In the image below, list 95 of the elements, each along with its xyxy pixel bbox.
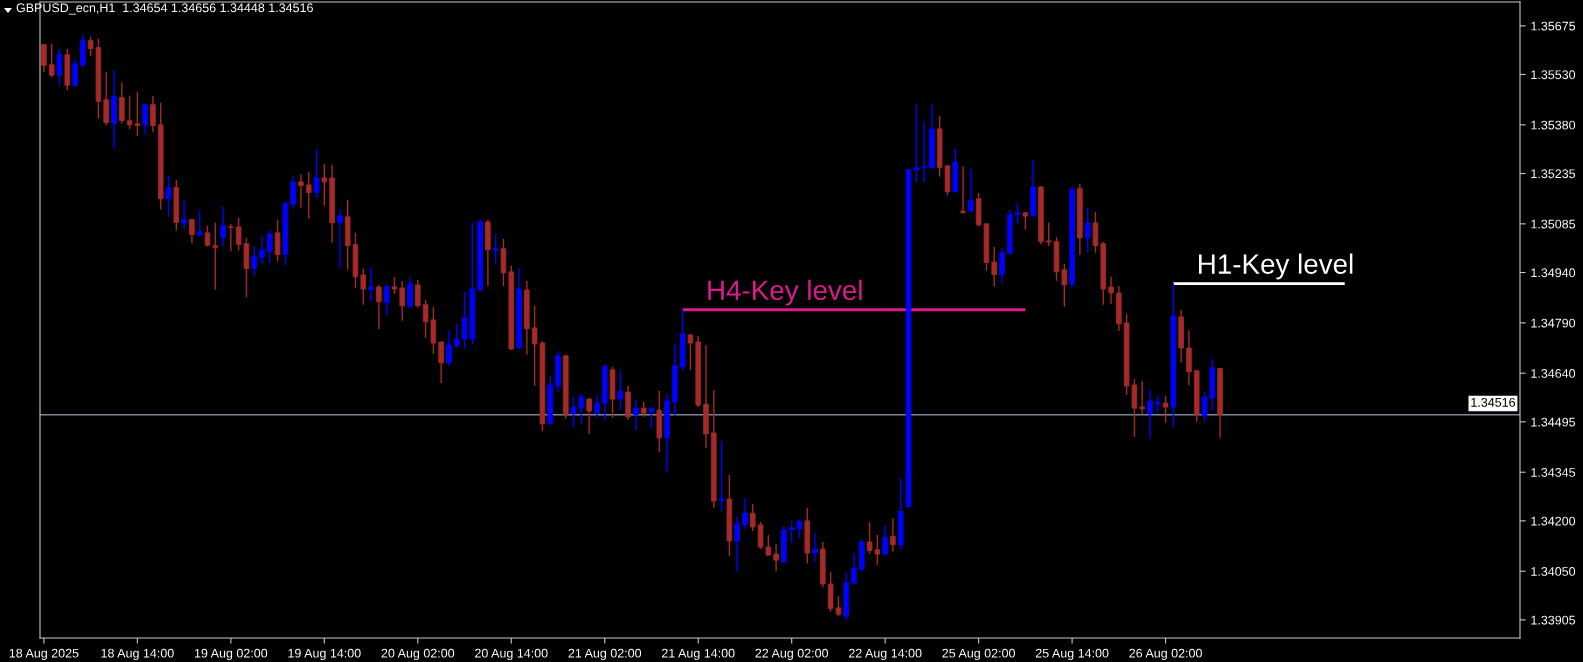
candlestick [594,393,600,419]
candlestick [687,333,694,371]
candlestick [1108,276,1114,305]
candlestick [181,198,187,231]
candlestick [446,329,452,367]
candlestick [274,219,281,263]
y-tick-label: 1.35380 [1531,120,1576,130]
candlestick [991,246,997,288]
candlestick [438,340,444,384]
x-tick-label: 25 Aug 14:00 [1035,648,1109,661]
candlestick [734,515,740,572]
candlestick [56,47,63,86]
y-tick-label: 1.35530 [1531,70,1576,80]
y-tick-label: 1.34345 [1531,468,1576,477]
y-tick-label: 1.34200 [1531,516,1576,526]
candlestick [103,70,109,127]
candlestick [383,283,390,316]
candlestick [633,398,639,431]
candlestick [376,284,382,330]
candlestick [1147,388,1153,440]
candlestick [298,174,304,209]
annotation: H1-Key level [1199,253,1353,280]
candlestick [48,42,55,78]
candlestick [189,218,195,245]
x-tick-label: 21 Aug 02:00 [568,648,642,661]
candlestick [812,532,818,563]
candlestick [882,524,888,557]
annotation: H4-Key level [708,279,862,306]
x-tick-label: 18 Aug 14:00 [101,648,174,661]
candlestick [290,175,296,210]
candlestick [1092,211,1099,254]
candlestick [492,233,499,266]
candlestick [165,174,172,218]
y-tick-label: 1.35085 [1531,219,1576,229]
candlestick [1014,202,1021,225]
candlestick [1045,222,1052,248]
x-tick-label: 26 Aug 02:00 [1129,648,1202,661]
candlestick [368,266,374,302]
y-tick-label: 1.35235 [1531,169,1576,179]
candlestick [453,323,460,349]
candlestick [742,497,748,530]
x-tick-label: 25 Aug 02:00 [942,648,1015,661]
candlestick [196,210,203,238]
candlestick [337,209,343,269]
candlestick [119,81,125,125]
x-tick-label: 22 Aug 14:00 [848,648,922,661]
x-tick-label: 22 Aug 02:00 [755,648,829,661]
candlestick [415,279,421,309]
candlestick [259,234,265,266]
candlestick [890,517,896,553]
candlestick [1162,395,1169,424]
candlestick [72,59,78,87]
candlestick [41,43,47,73]
x-tick-label: 21 Aug 14:00 [662,648,735,661]
candlestick [648,406,655,429]
candlestick [399,280,405,322]
x-tick-label: 20 Aug 14:00 [475,648,548,661]
candlestick [718,440,725,512]
candlestick [773,543,779,572]
x-tick-label: 19 Aug 02:00 [194,648,268,661]
y-tick-label: 1.34940 [1531,268,1576,278]
y-tick-label: 1.34790 [1531,318,1576,328]
candlestick [313,147,320,199]
x-tick-label: 19 Aug 14:00 [288,648,361,661]
candlestick [220,206,226,248]
candlestick [851,552,857,585]
candlestick [142,103,148,135]
candlestick [1084,207,1091,254]
candlestick [212,222,219,291]
y-tick-label: 1.34050 [1531,567,1576,576]
candlestick [1139,380,1145,416]
candlestick [968,168,974,213]
candlestick [921,120,927,183]
candlestick [617,370,624,411]
candlestick [999,247,1005,285]
candlestick [407,276,413,309]
candlestick [960,166,966,215]
candlestick [267,229,273,265]
x-tick-label: 20 Aug 02:00 [381,648,455,661]
candlestick [1186,329,1192,386]
candlestick [150,94,156,133]
candlestick [749,503,756,532]
ref-line-label: 1.34516 [1471,397,1516,407]
y-tick-label: 1.35675 [1531,21,1576,31]
x-tick-label: 18 Aug 2025 [9,648,79,661]
candlestick [586,397,592,435]
y-tick-label: 1.34495 [1531,417,1576,427]
candlestick [321,163,328,207]
chart-title: GBPUSD_ecn,H1 1.34654 1.34656 1.34448 1.34516 [16,3,313,15]
y-tick-label: 1.33905 [1531,615,1576,625]
candlestick [305,171,312,220]
candlestick [228,223,234,253]
y-tick-label: 1.34640 [1531,369,1576,378]
candlestick [360,268,367,306]
candlestick [251,245,257,277]
